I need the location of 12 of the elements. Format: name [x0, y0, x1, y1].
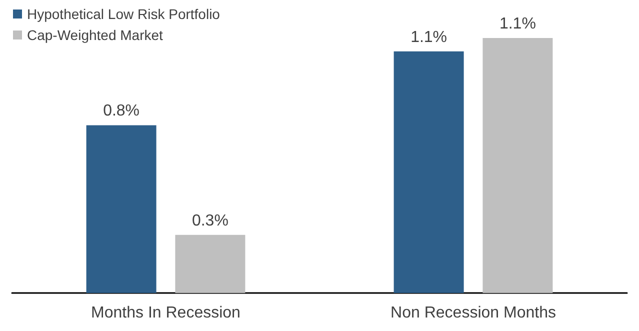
legend-label: Hypothetical Low Risk Portfolio — [27, 6, 220, 22]
data-label: 0.3% — [192, 212, 228, 230]
bar — [394, 51, 464, 293]
bar — [175, 234, 246, 293]
data-label: 1.1% — [499, 16, 536, 32]
bar — [86, 125, 156, 293]
legend-label: Cap-Weighted Market — [27, 27, 164, 43]
bar — [482, 38, 553, 293]
data-label: 1.1% — [410, 28, 448, 46]
x-tick-label: Months In Recession — [91, 304, 240, 322]
x-tick-label: Non Recession Months — [390, 304, 556, 322]
data-label: 0.8% — [103, 102, 140, 120]
